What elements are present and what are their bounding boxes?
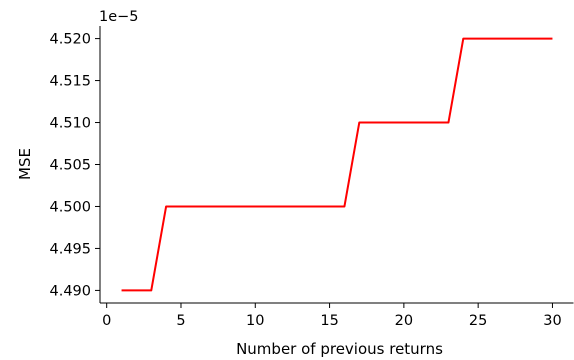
- y-offset-label: 1e−5: [99, 9, 139, 25]
- series-line: [121, 37, 553, 292]
- x-tick-label: 30: [543, 313, 561, 329]
- series-layer: [121, 37, 553, 292]
- x-axis-label: Number of previous returns: [236, 340, 443, 358]
- ticks-layer: 0 5 10 15 20 25 30 4.490 4.495 4.500 4.505 4.510 4.5…: [49, 32, 561, 329]
- y-tick-label: 4.520: [49, 32, 91, 48]
- y-tick-label: 4.495: [49, 241, 91, 257]
- y-axis-label: MSE: [16, 148, 34, 180]
- axes: [99, 26, 574, 304]
- x-tick-label: 25: [469, 313, 487, 329]
- x-tick-label: 0: [102, 313, 111, 329]
- x-tick-label: 20: [395, 313, 413, 329]
- x-tick-label: 5: [176, 313, 185, 329]
- y-tick-label: 4.510: [49, 116, 91, 132]
- x-tick-label: 10: [246, 313, 264, 329]
- y-tick-label: 4.500: [49, 199, 91, 215]
- y-tick-label: 4.505: [49, 158, 91, 174]
- x-tick-label: 15: [320, 313, 338, 329]
- y-tick-label: 4.490: [49, 283, 91, 299]
- y-tick-label: 4.515: [49, 74, 91, 90]
